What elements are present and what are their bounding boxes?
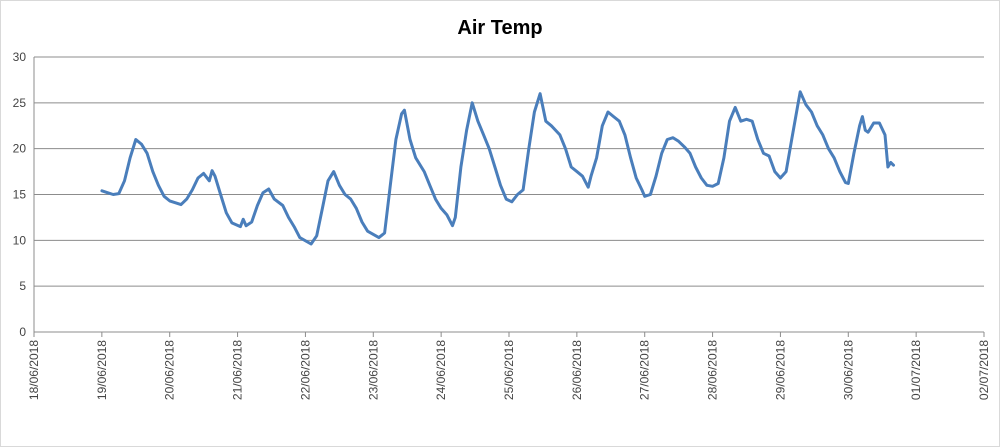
x-tick-label: 26/06/2018 (570, 340, 584, 400)
y-tick-label: 20 (13, 142, 27, 156)
x-tick-label: 27/06/2018 (638, 340, 652, 400)
x-tick-label: 19/06/2018 (95, 340, 109, 400)
y-tick-label: 30 (13, 50, 27, 64)
x-tick-label: 22/06/2018 (298, 340, 312, 400)
x-tick-label: 23/06/2018 (366, 340, 380, 400)
x-tick-label: 25/06/2018 (502, 340, 516, 400)
y-tick-label: 5 (19, 279, 26, 293)
x-tick-label: 21/06/2018 (231, 340, 245, 400)
x-tick-label: 30/06/2018 (841, 340, 855, 400)
x-tick-label: 01/07/2018 (909, 340, 923, 400)
y-tick-label: 10 (13, 233, 27, 247)
y-tick-label: 0 (19, 325, 26, 339)
x-tick-label: 29/06/2018 (773, 340, 787, 400)
x-tick-label: 24/06/2018 (434, 340, 448, 400)
x-tick-label: 02/07/2018 (977, 340, 991, 400)
y-tick-label: 15 (13, 188, 27, 202)
chart-title: Air Temp (457, 17, 542, 39)
y-tick-label: 25 (13, 96, 27, 110)
x-tick-label: 18/06/2018 (27, 340, 41, 400)
x-tick-label: 20/06/2018 (163, 340, 177, 400)
air-temp-series-line (100, 90, 895, 246)
x-tick-label: 28/06/2018 (706, 340, 720, 400)
